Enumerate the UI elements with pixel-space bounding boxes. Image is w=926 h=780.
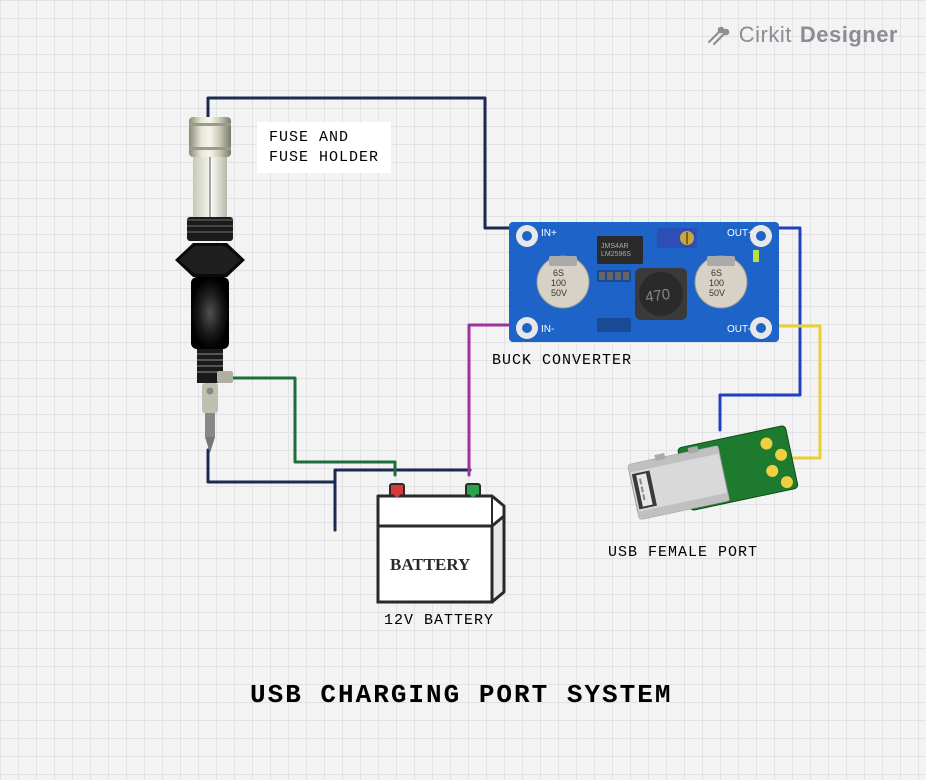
label-buck: BUCK CONVERTER [492,352,632,369]
svg-text:6S: 6S [553,268,564,278]
logo-icon [705,22,731,48]
svg-text:JMS4AR: JMS4AR [601,243,629,250]
component-buck-converter: IN+ IN- OUT+ OUT- 6S 100 50V 6S 100 50V … [505,218,785,348]
svg-text:50V: 50V [551,288,567,298]
label-fuse-text: FUSE AND FUSE HOLDER [269,129,379,166]
svg-text:IN-: IN- [541,324,554,335]
label-usb: USB FEMALE PORT [608,544,758,561]
svg-text:470: 470 [644,286,671,306]
app-logo: Cirkit Designer [705,22,898,48]
logo-brand: Cirkit [739,22,792,48]
diagram-title: USB CHARGING PORT SYSTEM [250,680,672,710]
component-battery: BATTERY [370,480,520,620]
component-usb-port [625,420,815,540]
battery-text: BATTERY [390,555,470,574]
svg-text:OUT-: OUT- [727,324,751,335]
svg-text:100: 100 [709,278,724,288]
svg-text:100: 100 [551,278,566,288]
svg-text:LM2596S: LM2596S [601,251,631,258]
svg-text:IN+: IN+ [541,228,557,239]
svg-text:OUT+: OUT+ [727,228,754,239]
svg-text:6S: 6S [711,268,722,278]
label-fuse: FUSE AND FUSE HOLDER [257,122,391,173]
svg-text:50V: 50V [709,288,725,298]
label-battery: 12V BATTERY [384,612,494,629]
diagram-canvas: Cirkit Designer [0,0,926,780]
wires-layer [0,0,926,780]
logo-designer: Designer [800,22,898,48]
